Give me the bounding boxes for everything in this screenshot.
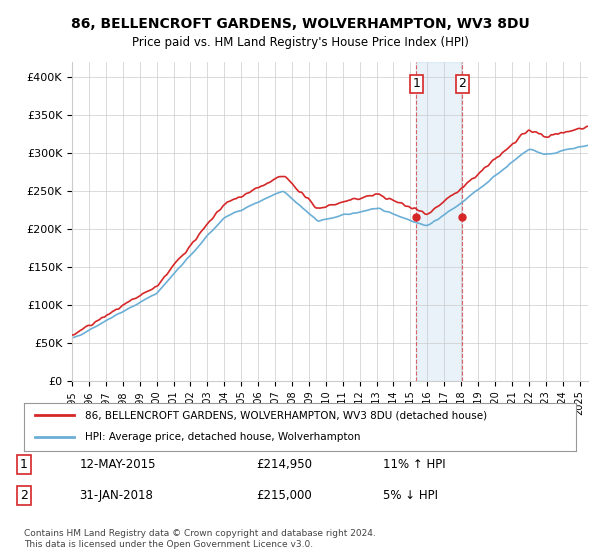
Text: 5% ↓ HPI: 5% ↓ HPI: [383, 489, 438, 502]
Text: £214,950: £214,950: [256, 458, 312, 472]
Text: Price paid vs. HM Land Registry's House Price Index (HPI): Price paid vs. HM Land Registry's House …: [131, 36, 469, 49]
Text: 2: 2: [458, 77, 466, 91]
Text: 1: 1: [20, 458, 28, 472]
Text: 12-MAY-2015: 12-MAY-2015: [79, 458, 156, 472]
Bar: [416, 62, 463, 381]
Text: 86, BELLENCROFT GARDENS, WOLVERHAMPTON, WV3 8DU (detached house): 86, BELLENCROFT GARDENS, WOLVERHAMPTON, …: [85, 410, 487, 420]
Text: 31-JAN-2018: 31-JAN-2018: [79, 489, 153, 502]
Text: £215,000: £215,000: [256, 489, 311, 502]
Text: 1: 1: [413, 77, 421, 91]
Text: 86, BELLENCROFT GARDENS, WOLVERHAMPTON, WV3 8DU: 86, BELLENCROFT GARDENS, WOLVERHAMPTON, …: [71, 17, 529, 31]
Text: 11% ↑ HPI: 11% ↑ HPI: [383, 458, 445, 472]
Text: 2: 2: [20, 489, 28, 502]
Text: Contains HM Land Registry data © Crown copyright and database right 2024.
This d: Contains HM Land Registry data © Crown c…: [24, 529, 376, 549]
Text: HPI: Average price, detached house, Wolverhampton: HPI: Average price, detached house, Wolv…: [85, 432, 360, 442]
